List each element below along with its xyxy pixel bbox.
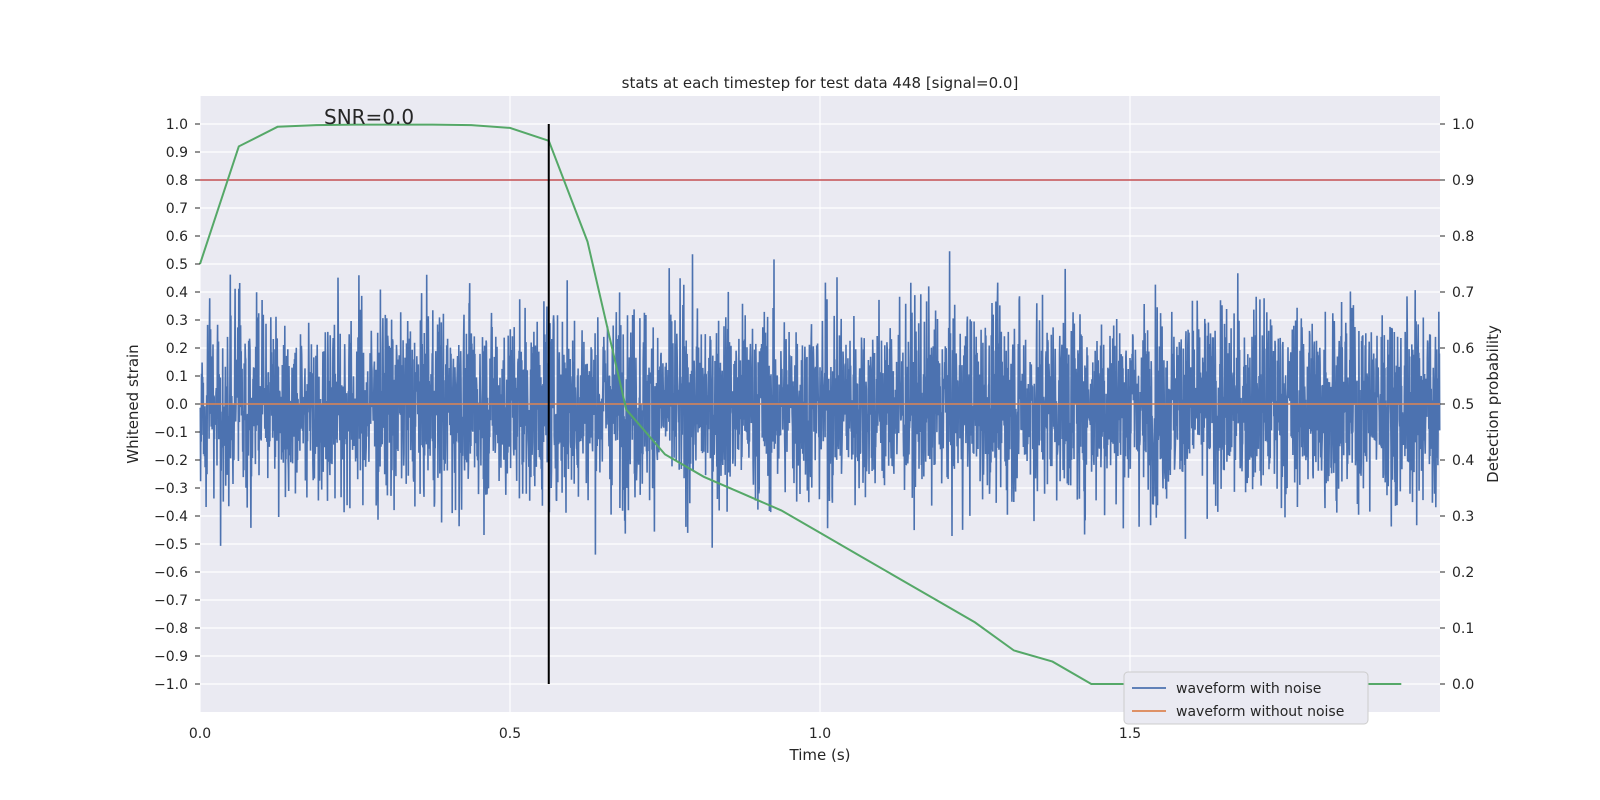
y-tick-label: 0.0 [166, 397, 188, 413]
y-tick-label: −0.6 [154, 565, 188, 581]
right-y-tick-label: 0.6 [1452, 341, 1474, 357]
right-y-tick-label: 0.7 [1452, 285, 1474, 301]
legend: waveform with noise waveform without nois… [1123, 671, 1369, 725]
y-tick-label: 0.5 [166, 257, 188, 273]
right-y-tick-label: 1.0 [1452, 117, 1474, 133]
legend-label: waveform with noise [1176, 681, 1321, 697]
right-y-tick-label: 0.3 [1452, 509, 1474, 525]
right-y-tick-label: 0.1 [1452, 621, 1474, 637]
right-y-tick-label: 0.2 [1452, 565, 1474, 581]
y-tick-label: 0.7 [166, 201, 188, 217]
y-tick-label: −0.2 [154, 453, 188, 469]
y-tick-label: −1.0 [154, 677, 188, 693]
y-tick-label: −0.7 [154, 593, 188, 609]
right-y-tick-label: 0.8 [1452, 229, 1474, 245]
y-tick-label: 0.3 [166, 313, 188, 329]
right-y-tick-label: 0.5 [1452, 397, 1474, 413]
x-tick-label: 1.0 [809, 726, 831, 742]
y-tick-label: −0.1 [154, 425, 188, 441]
legend-box [1123, 671, 1369, 725]
snr-annotation: SNR=0.0 [324, 105, 414, 129]
x-axis-ticks: 0.0 0.5 1.0 1.5 [189, 726, 1141, 742]
legend-label: waveform without noise [1176, 704, 1344, 720]
y-tick-label: −0.9 [154, 649, 188, 665]
right-y-axis-label: Detection probability [1484, 325, 1502, 483]
x-tick-label: 1.5 [1119, 726, 1141, 742]
noise-series-path [199, 251, 1441, 555]
y-tick-label: 0.4 [166, 285, 188, 301]
y-axis-label: Whitened strain [124, 344, 142, 463]
noise-series [199, 251, 1441, 555]
chart-title: stats at each timestep for test data 448… [622, 74, 1019, 92]
x-tick-label: 0.5 [499, 726, 521, 742]
y-tick-label: −0.5 [154, 537, 188, 553]
y-tick-label: 0.1 [166, 369, 188, 385]
y-tick-label: 0.9 [166, 145, 188, 161]
y-axis-ticks: 1.0 0.9 0.8 0.7 0.6 0.5 0.4 0.3 0.2 0.1 0.0 −0.1 −0.… [154, 117, 200, 693]
right-y-tick-label: 0.9 [1452, 173, 1474, 189]
y-tick-label: 1.0 [166, 117, 188, 133]
y-tick-label: 0.8 [166, 173, 188, 189]
y-tick-label: 0.6 [166, 229, 188, 245]
y-tick-label: −0.4 [154, 509, 188, 525]
x-tick-label: 0.0 [189, 726, 211, 742]
right-y-tick-label: 0.0 [1452, 677, 1474, 693]
right-y-tick-label: 0.4 [1452, 453, 1474, 469]
x-axis-label: Time (s) [789, 746, 851, 764]
right-y-axis-ticks: 1.0 0.9 0.8 0.7 0.6 0.5 0.4 0.3 0.2 0.1 0.0 [1440, 117, 1474, 693]
y-tick-label: 0.2 [166, 341, 188, 357]
y-tick-label: −0.3 [154, 481, 188, 497]
y-tick-label: −0.8 [154, 621, 188, 637]
